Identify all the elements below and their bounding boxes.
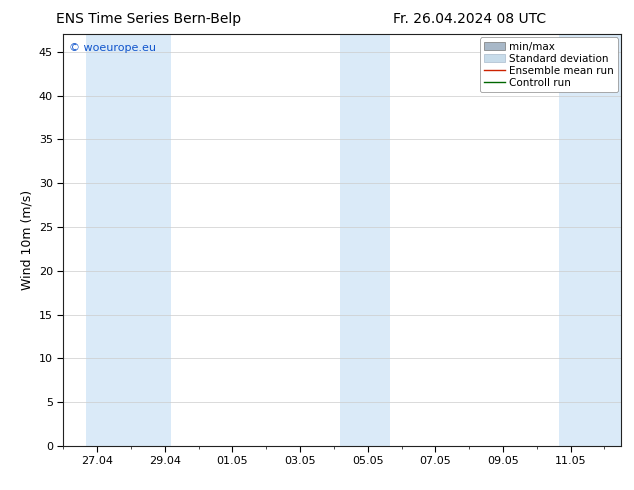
Text: © woeurope.eu: © woeurope.eu (69, 43, 156, 52)
Text: Fr. 26.04.2024 08 UTC: Fr. 26.04.2024 08 UTC (393, 12, 547, 26)
Text: ENS Time Series Bern-Belp: ENS Time Series Bern-Belp (56, 12, 241, 26)
Bar (559, 34, 621, 446)
Bar (340, 34, 391, 446)
Bar (86, 34, 171, 446)
Y-axis label: Wind 10m (m/s): Wind 10m (m/s) (20, 190, 34, 290)
Legend: min/max, Standard deviation, Ensemble mean run, Controll run: min/max, Standard deviation, Ensemble me… (480, 37, 618, 92)
